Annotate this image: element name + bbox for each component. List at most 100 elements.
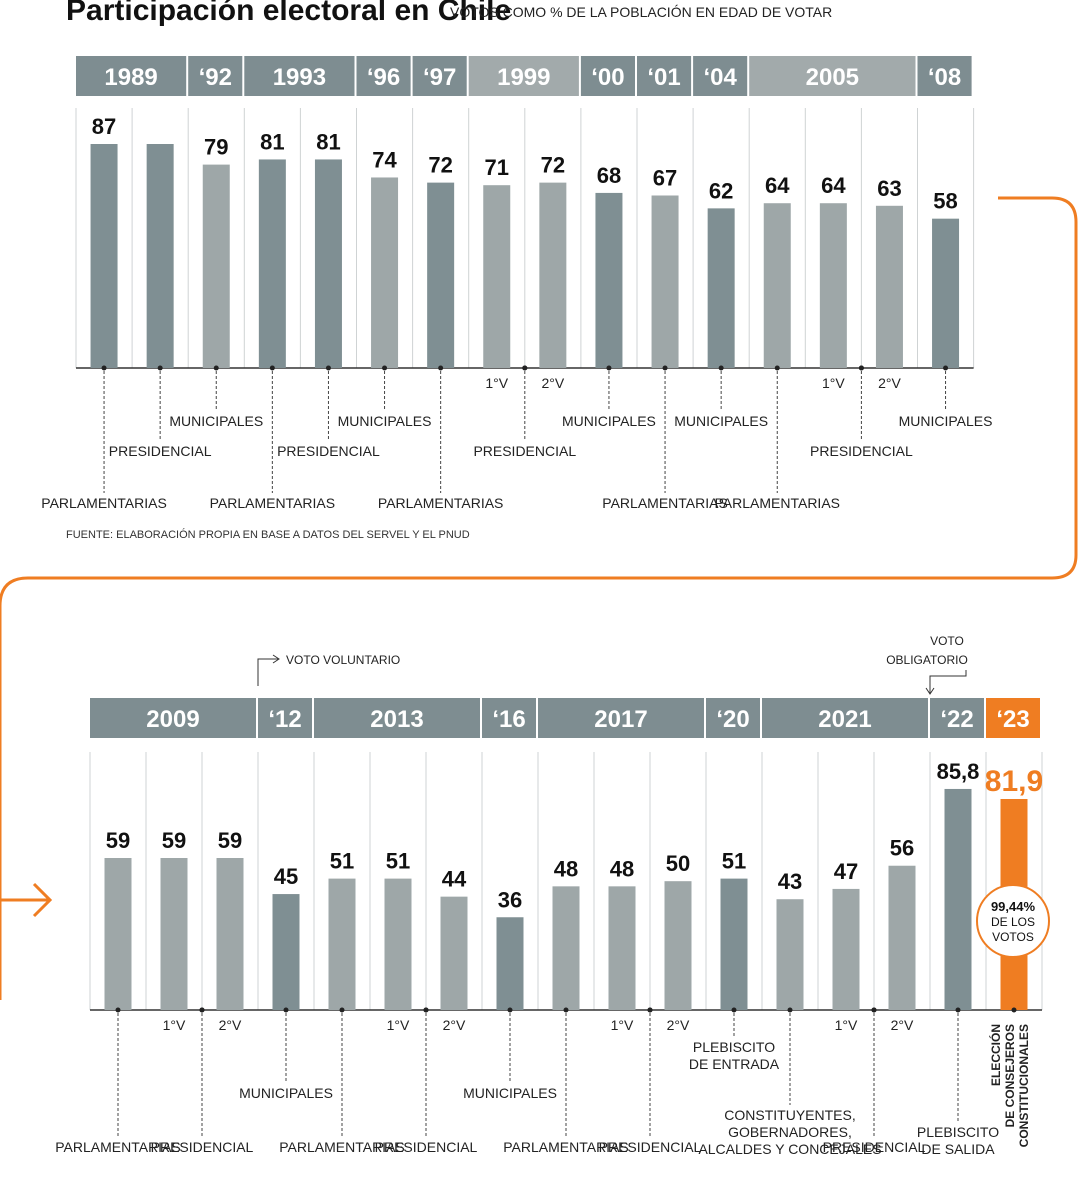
data-label: 68 — [597, 163, 621, 188]
data-label: 47 — [834, 859, 858, 884]
leader-dot — [438, 365, 444, 371]
round-label: 2°V — [878, 375, 901, 391]
data-label: 45 — [274, 864, 298, 889]
leader-dot — [157, 365, 163, 371]
bar — [664, 881, 692, 1010]
bar — [258, 159, 286, 368]
year-band-6 — [580, 56, 635, 96]
election-label: PARLAMENTARIAS — [714, 495, 840, 511]
data-label: 79 — [204, 135, 228, 160]
round-label: 2°V — [667, 1017, 690, 1033]
year-band-9 — [749, 56, 916, 96]
year-label: ‘12 — [268, 706, 301, 733]
election-label: CONSTITUYENTES, — [724, 1107, 855, 1123]
year-band-4 — [412, 56, 467, 96]
bar — [440, 896, 468, 1010]
bar — [651, 195, 679, 368]
chart-subtitle: VOTOS COMO % DE LA POBLACIÓN EN EDAD DE … — [450, 4, 832, 20]
year-band-7 — [930, 698, 984, 738]
data-label: 87 — [92, 114, 116, 139]
election-label: MUNICIPALES — [463, 1085, 557, 1101]
data-label: 50 — [666, 851, 690, 876]
bar — [496, 917, 524, 1010]
election-label: MUNICIPALES — [169, 413, 263, 429]
year-label: ‘00 — [591, 64, 624, 91]
data-label: 62 — [709, 178, 733, 203]
year-label: ‘16 — [492, 706, 525, 733]
bar — [427, 182, 455, 368]
year-band-7 — [637, 56, 692, 96]
year-band-10 — [917, 56, 972, 96]
bar — [832, 888, 860, 1010]
bar — [707, 208, 735, 368]
leader-dot — [115, 1007, 121, 1013]
year-band-2 — [314, 698, 480, 738]
year-label: ‘92 — [199, 64, 232, 91]
round-label: 1°V — [485, 375, 508, 391]
bar — [932, 218, 960, 368]
year-label: 2013 — [370, 706, 423, 733]
election-label: MUNICIPALES — [899, 413, 993, 429]
data-label: 81 — [316, 129, 340, 154]
bar — [763, 203, 791, 368]
data-label: 44 — [442, 867, 467, 892]
year-label: ‘01 — [647, 64, 680, 91]
year-band-0 — [76, 56, 187, 96]
leader-dot — [787, 1007, 793, 1013]
callout-line3: VOTOS — [992, 930, 1034, 944]
election-label: PLEBISCITO — [693, 1039, 775, 1055]
election-label: PRESIDENCIAL — [810, 443, 913, 459]
bar — [483, 185, 511, 368]
round-label: 1°V — [163, 1017, 186, 1033]
election-label: PLEBISCITO — [917, 1124, 999, 1140]
year-band-8 — [693, 56, 748, 96]
year-band-8 — [986, 698, 1040, 738]
bar — [202, 164, 230, 368]
data-label: 72 — [541, 153, 565, 178]
data-label: 48 — [610, 856, 634, 881]
bar — [720, 878, 748, 1010]
source-note: FUENTE: ELABORACIÓN PROPIA EN BASE A DAT… — [66, 528, 470, 541]
leader-dot — [1011, 1007, 1017, 1013]
year-band-1 — [258, 698, 312, 738]
leader-dot — [943, 365, 949, 371]
leader-dot — [283, 1007, 289, 1013]
leader-dot — [955, 1007, 961, 1013]
bar — [216, 858, 244, 1010]
bar — [272, 894, 300, 1010]
election-label: PARLAMENTARIAS — [503, 1139, 629, 1155]
bar — [819, 203, 847, 368]
year-label: 1993 — [273, 64, 326, 91]
election-label-line: DE CONSEJEROS — [1003, 1024, 1017, 1127]
chart-1989-2008: 1989 ‘92 1993 ‘96 ‘97 1999 ‘00 ‘01 ‘04 2005 ‘08 87 7… — [41, 56, 992, 511]
election-label: MUNICIPALES — [239, 1085, 333, 1101]
data-label: 74 — [372, 147, 397, 172]
bar — [384, 878, 412, 1010]
election-label: ALCALDES Y CONCEJALES — [698, 1141, 881, 1157]
election-label: PARLAMENTARIAS — [55, 1139, 181, 1155]
round-label: 1°V — [611, 1017, 634, 1033]
election-label: DE ENTRADA — [689, 1056, 780, 1072]
data-label: 81,9 — [985, 765, 1043, 798]
data-label: 48 — [554, 856, 578, 881]
year-band-6 — [762, 698, 928, 738]
data-label: 81 — [260, 129, 284, 154]
data-label: 85,8 — [937, 759, 980, 784]
year-band-3 — [482, 698, 536, 738]
bar — [90, 144, 118, 368]
bar — [146, 144, 174, 368]
election-label: PRESIDENCIAL — [599, 1139, 702, 1155]
election-label: PRESIDENCIAL — [375, 1139, 478, 1155]
year-label: 2017 — [594, 706, 647, 733]
election-label: PARLAMENTARIAS — [210, 495, 336, 511]
election-label: MUNICIPALES — [338, 413, 432, 429]
data-label: 51 — [386, 849, 410, 874]
year-band-1 — [188, 56, 243, 96]
year-label: ‘22 — [940, 706, 973, 733]
leader-dot — [382, 365, 388, 371]
data-label: 71 — [485, 155, 509, 180]
leader-dot — [325, 365, 331, 371]
round-label: 2°V — [541, 375, 564, 391]
leader-dot — [507, 1007, 513, 1013]
leader-dot — [101, 365, 107, 371]
